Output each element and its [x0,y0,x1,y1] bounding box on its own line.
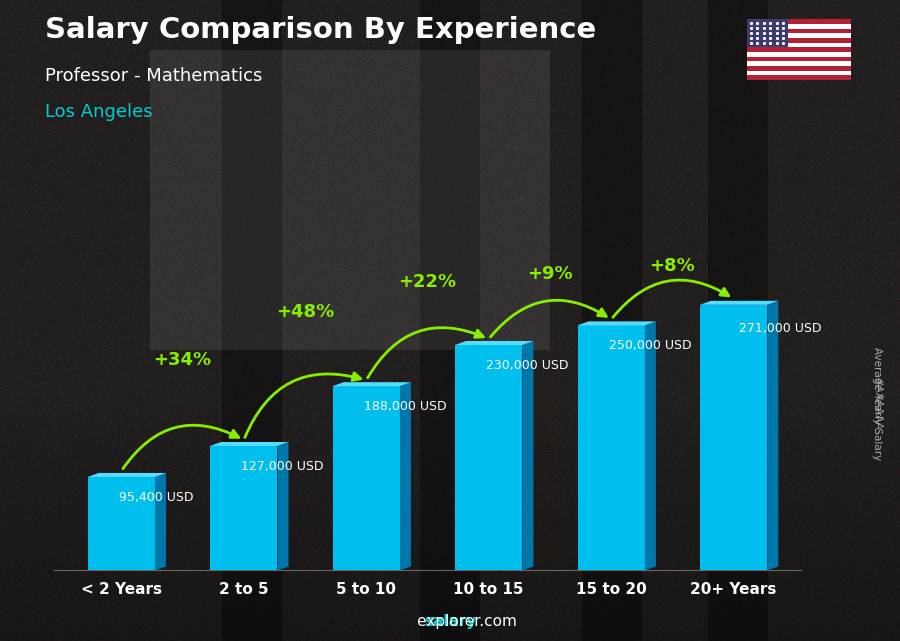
Text: 230,000 USD: 230,000 USD [486,359,569,372]
Text: 250,000 USD: 250,000 USD [608,339,691,352]
Bar [747,38,850,43]
Bar [87,477,155,570]
Polygon shape [155,473,166,570]
Bar [210,446,277,570]
Polygon shape [400,382,411,570]
Polygon shape [768,301,778,570]
Text: 95,400 USD: 95,400 USD [119,491,194,504]
Text: 188,000 USD: 188,000 USD [364,400,446,413]
Bar [455,345,522,570]
Bar [747,19,850,24]
Text: salary: salary [424,615,476,629]
Bar [747,47,850,52]
Text: 271,000 USD: 271,000 USD [739,322,821,335]
Bar [747,19,788,47]
Bar [747,76,850,80]
Text: explorer.com: explorer.com [383,615,517,629]
Bar [747,33,850,38]
Text: #AAAAAA: #AAAAAA [872,378,883,430]
Polygon shape [578,321,656,326]
Bar [747,66,850,71]
Text: Average Yearly Salary: Average Yearly Salary [872,347,883,460]
Bar [747,24,850,29]
Bar [333,386,400,570]
Bar [747,56,850,62]
Polygon shape [333,382,411,386]
Text: +9%: +9% [527,265,572,283]
Text: +48%: +48% [276,303,334,320]
Polygon shape [277,442,289,570]
Bar [747,52,850,56]
Polygon shape [210,442,289,446]
Polygon shape [522,341,534,570]
Text: +8%: +8% [650,256,696,274]
Bar [747,71,850,76]
Bar [747,62,850,66]
Polygon shape [645,321,656,570]
Text: Professor - Mathematics: Professor - Mathematics [45,67,263,85]
Text: 127,000 USD: 127,000 USD [241,460,324,472]
Text: +34%: +34% [154,351,211,369]
Bar [700,305,768,570]
Text: +22%: +22% [399,273,456,291]
Polygon shape [700,301,778,305]
Text: Los Angeles: Los Angeles [45,103,153,121]
Text: Salary Comparison By Experience: Salary Comparison By Experience [45,16,596,44]
Bar [747,43,850,47]
Polygon shape [455,341,534,345]
Bar [578,326,645,570]
Polygon shape [87,473,166,477]
Bar [747,29,850,33]
